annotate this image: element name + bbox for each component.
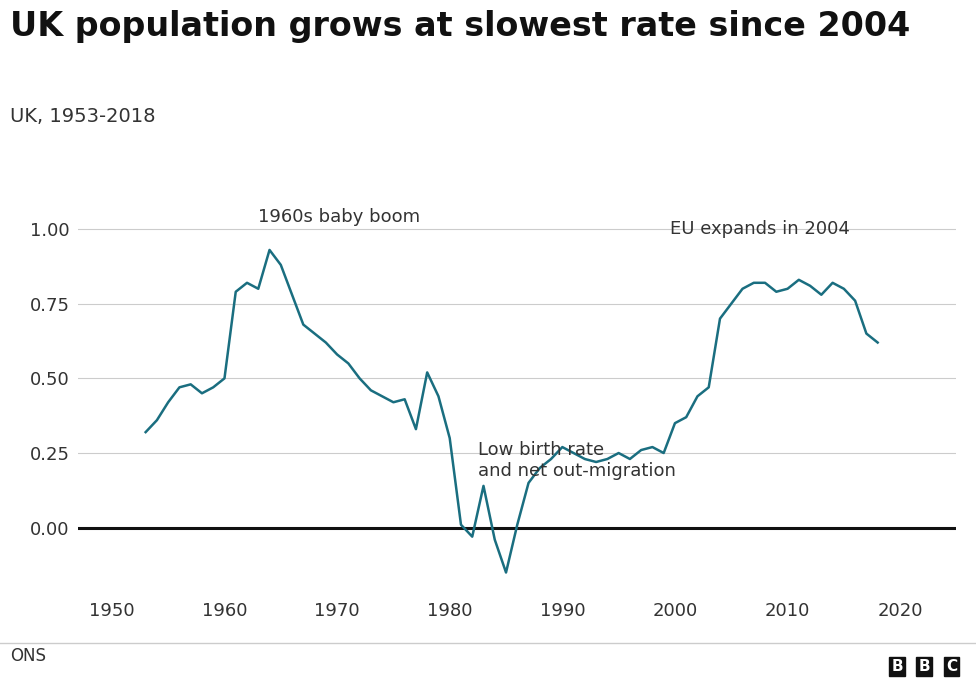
Text: B: B xyxy=(891,659,903,674)
Text: 1960s baby boom: 1960s baby boom xyxy=(259,208,421,226)
Text: EU expands in 2004: EU expands in 2004 xyxy=(670,220,849,238)
Text: ONS: ONS xyxy=(10,647,46,664)
Text: UK, 1953-2018: UK, 1953-2018 xyxy=(10,107,155,126)
Text: B: B xyxy=(918,659,930,674)
Text: C: C xyxy=(946,659,957,674)
Text: UK population grows at slowest rate since 2004: UK population grows at slowest rate sinc… xyxy=(10,10,910,43)
Text: Low birth rate
and net out-migration: Low birth rate and net out-migration xyxy=(478,441,675,480)
